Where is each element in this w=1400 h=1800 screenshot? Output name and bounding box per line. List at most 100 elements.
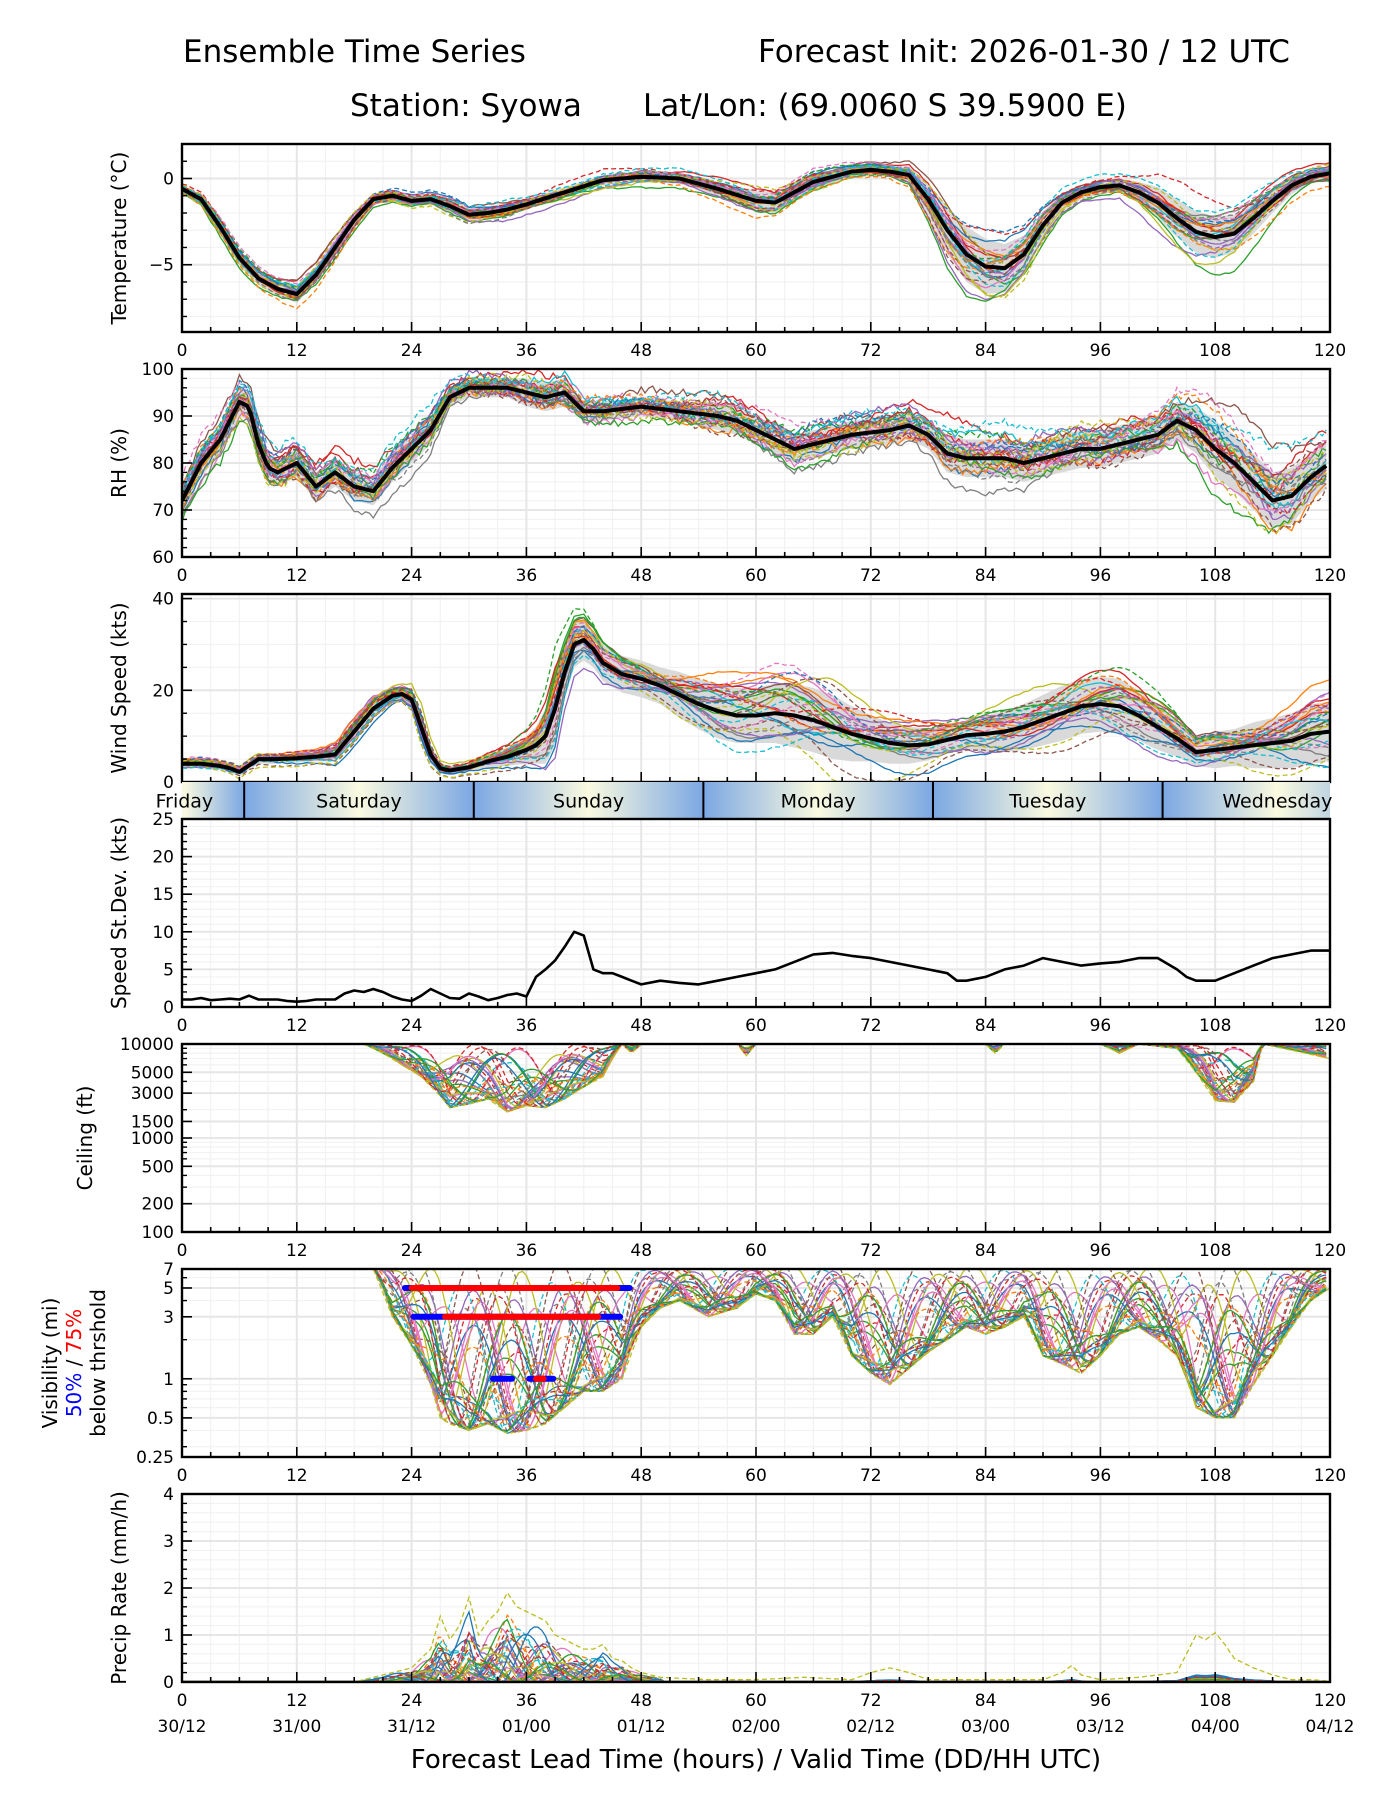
y-tick-label: 20: [152, 681, 174, 701]
y-tick-label: 2: [163, 1579, 174, 1599]
x-tick-label: 120: [1314, 1466, 1346, 1486]
percentile-label-part: 50%: [62, 1373, 86, 1417]
y-tick-label: 20: [152, 848, 174, 868]
x-tick-label: 96: [1090, 566, 1112, 586]
x-tick-label: 0: [177, 1241, 188, 1261]
ensemble-member-line: [182, 377, 1327, 493]
y-tick-label: 1: [163, 1370, 174, 1390]
x-tick-label: 96: [1090, 1016, 1112, 1036]
x-tick-label: 12: [286, 1691, 308, 1711]
panel-visibility: 0.25 0.5 1 3 57 0 12 24 36 48 60 72 84 96 108 120 Visibi…: [38, 1260, 1346, 1486]
x-tick-label: 0: [177, 1466, 188, 1486]
y-tick-label: 15: [152, 885, 174, 905]
x-tick-label: 120: [1314, 1691, 1346, 1711]
y-tick-labels: 0 1 2 3 4: [163, 1485, 174, 1693]
x-tick-label-valid-time: 31/00: [272, 1717, 321, 1737]
y-tick-labels: 0.25 0.5 1 3 57: [136, 1260, 174, 1468]
x-tick-label: 48: [630, 1241, 652, 1261]
y-tick-label: 10000: [120, 1035, 174, 1055]
y-tick-label: 3000: [131, 1084, 174, 1104]
ensemble-mean-line: [182, 167, 1330, 297]
y-tick-label: 1: [163, 1626, 174, 1646]
y-tick-label: 25: [152, 810, 174, 830]
x-tick-label: 36: [516, 1016, 538, 1036]
percentile-label-part: /: [62, 1353, 86, 1372]
threshold-bars: [401, 1284, 633, 1382]
ensemble-member-line: [182, 607, 1330, 775]
panel-rh: 60 70 80 90 100 0 12 24 36 48 60 72 84 96 108 120 RH (%): [107, 360, 1346, 586]
y-tick-labels: 0 −5: [149, 169, 174, 275]
day-cell-tuesday: [932, 782, 1163, 819]
day-cell-monday: [703, 782, 933, 819]
day-cell-friday: [182, 782, 245, 819]
x-tick-label-valid-time: 30/12: [158, 1717, 207, 1737]
axes-frame: [180, 1492, 1332, 1684]
ensemble-member-line: [182, 175, 1330, 310]
ensemble-member-line: [182, 173, 1330, 303]
ensemble-member-line: [238, 1269, 1327, 1433]
spread-band: [182, 164, 1330, 303]
x-tick-label: 84: [975, 1691, 997, 1711]
y-tick-label: 7: [163, 1260, 174, 1280]
ensemble-member-line: [182, 1269, 1327, 1426]
day-label: Saturday: [316, 791, 402, 813]
x-tick-label: 84: [975, 1016, 997, 1036]
x-tick-label: 24: [401, 1241, 423, 1261]
x-tick-label-valid-time: 01/12: [617, 1717, 666, 1737]
axes-frame: [180, 817, 1332, 1009]
x-tick-labels: 0 12 24 36 48 60 72 84 96 108 120: [177, 1241, 1347, 1261]
ensemble-member-line: [182, 381, 1327, 501]
y-tick-label: 10: [152, 923, 174, 943]
x-axis-label: Forecast Lead Time (hours) / Valid Time …: [411, 1745, 1101, 1775]
x-tick-label: 84: [975, 341, 997, 361]
x-tick-label: 48: [630, 1466, 652, 1486]
x-tick-label: 24: [401, 566, 423, 586]
y-ticks: [182, 597, 192, 783]
x-tick-label: 60: [745, 1691, 767, 1711]
stdev-line: [182, 930, 1330, 1003]
x-tick-labels-valid-time: 30/12 31/00 31/12 01/00 01/12 02/00 02/12 03/00…: [158, 1717, 1355, 1737]
ensemble-member-line: [182, 637, 1330, 782]
plot-area: [182, 930, 1330, 1003]
ensemble-member-line: [206, 1269, 1327, 1427]
x-tick-label: 96: [1090, 1691, 1112, 1711]
x-tick-label: 60: [745, 1016, 767, 1036]
x-tick-label: 108: [1199, 1016, 1231, 1036]
x-tick-label-valid-time: 31/12: [387, 1717, 436, 1737]
x-tick-label: 60: [745, 1241, 767, 1261]
y-ticks: [182, 1043, 192, 1233]
ensemble-member-line: [235, 1269, 1327, 1434]
panel-speed_stdev: 0 5 10 15 20 25 0 12 24 36 48 60 72 84 96 108 120 Speed S…: [107, 810, 1346, 1036]
x-tick-label: 72: [860, 1691, 882, 1711]
ensemble-member-line: [182, 625, 1330, 770]
x-tick-label: 48: [630, 566, 652, 586]
x-tick-label-valid-time: 03/00: [961, 1717, 1010, 1737]
day-cell-saturday: [244, 782, 474, 819]
ensemble-member-line: [182, 643, 1330, 773]
percentile-label-part: 75%: [62, 1309, 86, 1353]
x-tick-label: 108: [1199, 566, 1231, 586]
x-tick-label: 60: [745, 341, 767, 361]
station-label: Station: Syowa: [350, 88, 582, 124]
axes-frame: [180, 367, 1332, 559]
ensemble-member-line: [196, 1269, 1327, 1427]
ensemble-mean-line: [182, 385, 1328, 503]
y-tick-label: 200: [142, 1195, 174, 1215]
x-tick-label: 24: [401, 1466, 423, 1486]
ensemble-member-line: [182, 621, 1330, 773]
x-tick-label: 72: [860, 341, 882, 361]
ensemble-member-line: [182, 369, 1327, 497]
ensemble-member-line: [213, 1269, 1327, 1432]
ensemble-member-line: [182, 649, 1330, 776]
ensemble-member-line: [252, 1269, 1327, 1429]
y-axis-label: RH (%): [107, 428, 131, 498]
panel-wind_speed: 0 20 40 Wind Speed (kts): [107, 590, 1332, 793]
y-axis-label: Precip Rate (mm/h): [107, 1491, 131, 1685]
x-tick-label: 60: [745, 566, 767, 586]
x-tick-label: 24: [401, 1016, 423, 1036]
x-tick-label: 36: [516, 1241, 538, 1261]
y-axis-label: Wind Speed (kts): [107, 602, 131, 773]
